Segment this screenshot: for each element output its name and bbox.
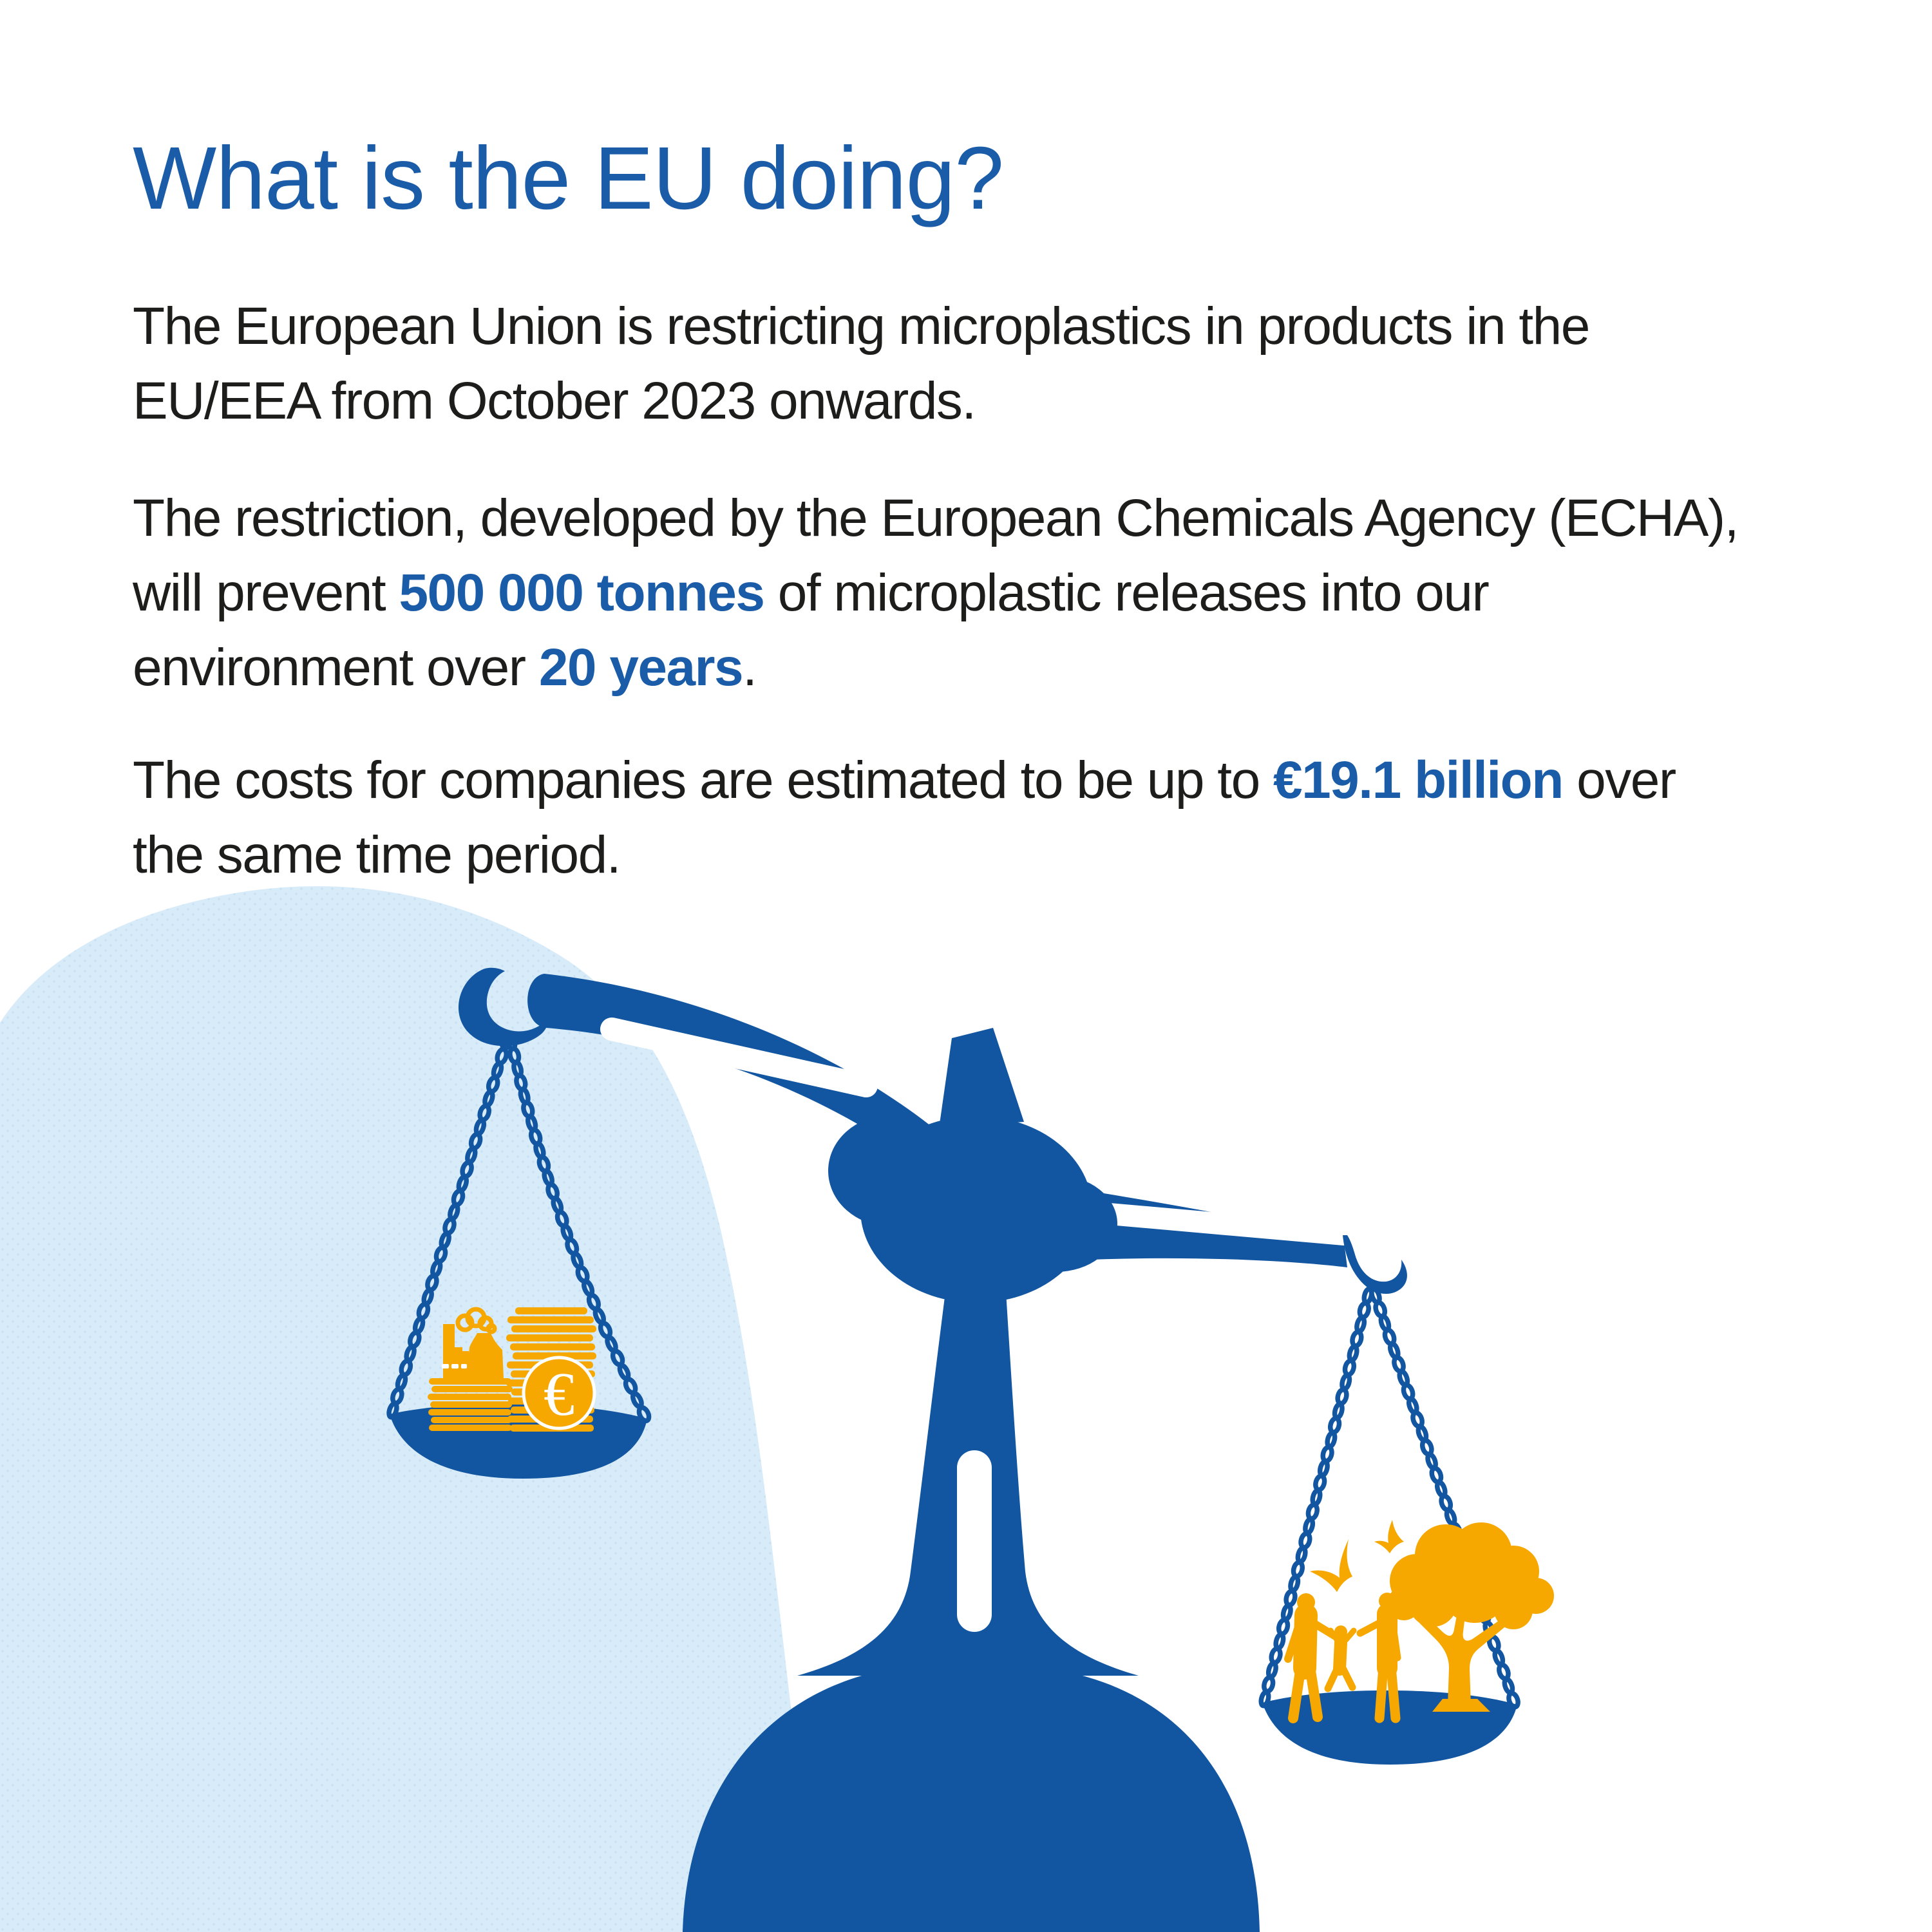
chain-link bbox=[1258, 1689, 1271, 1709]
tonnes-highlight: 500 000 tonnes bbox=[399, 564, 764, 622]
euro-coin-icon: € bbox=[522, 1356, 596, 1430]
scale-beam-left-slot bbox=[600, 1018, 878, 1097]
years-highlight: 20 years bbox=[538, 638, 744, 697]
scale-stem-slot bbox=[957, 1450, 992, 1632]
right-hook-icon bbox=[1343, 1235, 1407, 1294]
factory-windows bbox=[442, 1364, 467, 1368]
factory-icon bbox=[442, 1307, 504, 1378]
factory-smoke bbox=[455, 1307, 497, 1334]
scale-body bbox=[390, 967, 1517, 1932]
bird-icon bbox=[1310, 1539, 1352, 1592]
scale-beam-right-slot bbox=[1062, 1200, 1354, 1245]
chain-link bbox=[636, 1405, 652, 1424]
billion-highlight: €19.1 billion bbox=[1273, 751, 1564, 810]
paragraph-line: the same time period. bbox=[133, 826, 621, 884]
family-icon bbox=[1284, 1591, 1401, 1723]
euro-coin-symbol: € bbox=[544, 1359, 574, 1428]
environment-group bbox=[1284, 1520, 1554, 1723]
industry-costs-group: € bbox=[428, 1307, 596, 1432]
coin-stack-icon bbox=[428, 1378, 513, 1431]
bird-icon bbox=[1374, 1520, 1404, 1553]
background-blob bbox=[0, 886, 822, 1932]
paragraph-line: will prevent 500 000 tonnes of microplas… bbox=[133, 564, 1490, 622]
tree-icon bbox=[1387, 1522, 1554, 1712]
scale-beam-left bbox=[527, 974, 931, 1160]
costs-paragraph: The costs for companies are estimated to… bbox=[133, 743, 1676, 893]
paragraph-line: The restriction, developed by the Europe… bbox=[133, 489, 1739, 547]
scale-pivot bbox=[828, 1115, 1117, 1303]
scale-finial bbox=[939, 1028, 1024, 1128]
page-title: What is the EU doing? bbox=[133, 129, 1004, 228]
paragraph-line: The costs for companies are estimated to… bbox=[133, 751, 1676, 810]
scale-base bbox=[683, 1664, 1260, 1932]
restriction-paragraph: The restriction, developed by the Europe… bbox=[133, 481, 1739, 705]
left-hook-icon bbox=[458, 967, 549, 1046]
paragraph-line: EU/EEA from October 2023 onwards. bbox=[133, 372, 976, 430]
paragraph-line: environment over 20 years. bbox=[133, 638, 757, 697]
intro-paragraph: The European Union is restricting microp… bbox=[133, 289, 1590, 439]
paragraph-line: The European Union is restricting microp… bbox=[133, 297, 1590, 355]
